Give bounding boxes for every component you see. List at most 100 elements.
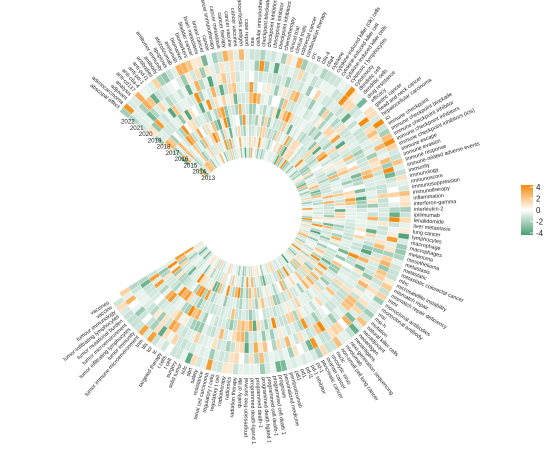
keyword-label: lung cancer (412, 229, 441, 238)
year-label: 2013 (201, 175, 215, 182)
heatmap-cell (388, 201, 401, 208)
keyword-label: sclc (180, 365, 189, 376)
keyword-label: pd-l1 (304, 366, 314, 379)
legend-color-bar (521, 185, 533, 235)
keyword-label: cancer vaccine (223, 11, 233, 47)
heatmap-cell (233, 59, 240, 72)
heatmap-cell (252, 320, 258, 332)
keyword-label: programmed death-ligand 1 (249, 378, 257, 444)
heatmap-cell (248, 287, 252, 299)
heatmap-cell (243, 352, 250, 365)
keyword-label: tcr (146, 345, 154, 354)
keyword-label: lenalidomide (414, 218, 445, 226)
heatmap-cell (232, 49, 240, 61)
heatmap-cell (240, 92, 246, 104)
heatmap-cell (242, 125, 247, 137)
heatmap-cell (334, 205, 346, 210)
keyword-label: checkpoint blockade (261, 0, 272, 47)
heatmap-cell (248, 342, 254, 354)
heatmap-cell (243, 363, 250, 376)
keyword-label: macrophage (410, 241, 441, 253)
heatmap-cell (258, 352, 265, 364)
heatmap-cell (240, 81, 246, 93)
keyword-label: ctla-4 (321, 51, 332, 65)
year-label: 2020 (139, 131, 153, 138)
heatmap-cell (244, 309, 249, 321)
keyword-label: interferon-gamma (414, 199, 457, 207)
heatmap-cell (334, 211, 346, 216)
keyword-label: tnm (135, 338, 146, 349)
keyword-label: mmr (387, 298, 399, 309)
heatmap-cell (244, 70, 250, 82)
heatmap-cell (237, 363, 245, 376)
year-label: 2018 (157, 144, 171, 151)
heatmap-cell (249, 59, 255, 72)
heatmap-cell (243, 48, 250, 61)
heatmap-cell (388, 206, 401, 213)
legend-tick-label: -4 (536, 229, 544, 238)
heatmap-cell (399, 200, 412, 208)
keyword-label: crc (310, 51, 318, 60)
keyword-label: pd-1 (314, 362, 324, 374)
heatmap-cell (388, 196, 400, 203)
year-label: 2015 (183, 162, 197, 169)
heatmap-cell (253, 352, 260, 365)
keyword-label: pd1 (298, 368, 307, 378)
year-label: 2022 (121, 119, 135, 126)
heatmap-cell (248, 298, 253, 310)
heatmap-cell (241, 103, 246, 115)
keyword-label: ici (384, 114, 392, 122)
keyword-label: pdl1 (293, 370, 302, 382)
keyword-label: progression-free survival (243, 378, 250, 437)
heatmap-cell (377, 197, 390, 204)
heatmap-cell (245, 114, 250, 126)
legend-tick-label: 2 (536, 195, 541, 204)
keyword-label: lymphocytes (412, 235, 443, 246)
heatmap-cell (248, 92, 254, 104)
heatmap-cell (248, 81, 254, 93)
legend-tick-label: -2 (536, 218, 544, 227)
keyword-label: nsclc (334, 351, 346, 365)
heatmap-cell (356, 211, 368, 217)
keyword-label: liver metastasis (413, 224, 451, 233)
keyword-label: sbrt (186, 367, 195, 378)
heatmap-cell (399, 195, 411, 203)
heatmap-cell (248, 309, 253, 321)
heatmap-cell (242, 114, 247, 126)
keyword-label: immunoscore (411, 173, 444, 185)
heatmap-cell (239, 70, 246, 83)
keyword-label: msi (377, 312, 387, 322)
heatmap-cell (253, 341, 259, 354)
heatmap-cell (249, 70, 255, 83)
year-label: 2019 (148, 137, 162, 144)
heatmap-cell (345, 208, 357, 213)
heatmap-cell (388, 216, 401, 223)
heatmap-cell (244, 92, 250, 104)
keyword-label: cancer (200, 35, 210, 52)
heatmap-cell (244, 81, 250, 93)
keyword-label: radiation therapy (229, 377, 238, 418)
heatmap-cell (248, 331, 254, 343)
keyword-label: prognosis (277, 374, 287, 398)
year-label: 2014 (192, 169, 206, 176)
keyword-label: targeted therapy (138, 352, 164, 389)
heatmap-cell (246, 146, 249, 159)
keyword-label: tils (141, 342, 150, 351)
keyword-label: ctla4 (326, 55, 337, 68)
heatmap-cell (248, 265, 251, 278)
heatmap-cell (239, 341, 245, 354)
heatmap-cell (388, 212, 401, 218)
heatmap-cell (235, 81, 242, 94)
heatmap-cell (378, 212, 390, 218)
keyword-label: mhc (398, 278, 410, 288)
heatmap-cell (248, 352, 255, 365)
heatmap-cell (366, 203, 379, 209)
heatmap-cell (399, 217, 412, 224)
heatmap-cell (312, 209, 324, 213)
heatmap-cell (254, 48, 261, 61)
heatmap-cell (245, 136, 249, 148)
heatmap-cell (248, 363, 255, 376)
heatmap-cell (323, 206, 335, 210)
heatmap-cell (254, 363, 261, 376)
